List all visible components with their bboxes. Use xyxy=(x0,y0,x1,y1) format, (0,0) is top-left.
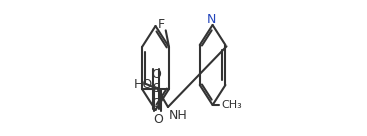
Text: N: N xyxy=(207,13,216,26)
Text: F: F xyxy=(157,18,164,32)
Text: HO: HO xyxy=(134,78,153,90)
Text: O: O xyxy=(151,68,161,81)
Text: O: O xyxy=(151,97,161,110)
Text: NH: NH xyxy=(169,109,188,122)
Text: S: S xyxy=(152,83,160,95)
Text: CH₃: CH₃ xyxy=(221,100,242,110)
Text: O: O xyxy=(153,112,163,126)
